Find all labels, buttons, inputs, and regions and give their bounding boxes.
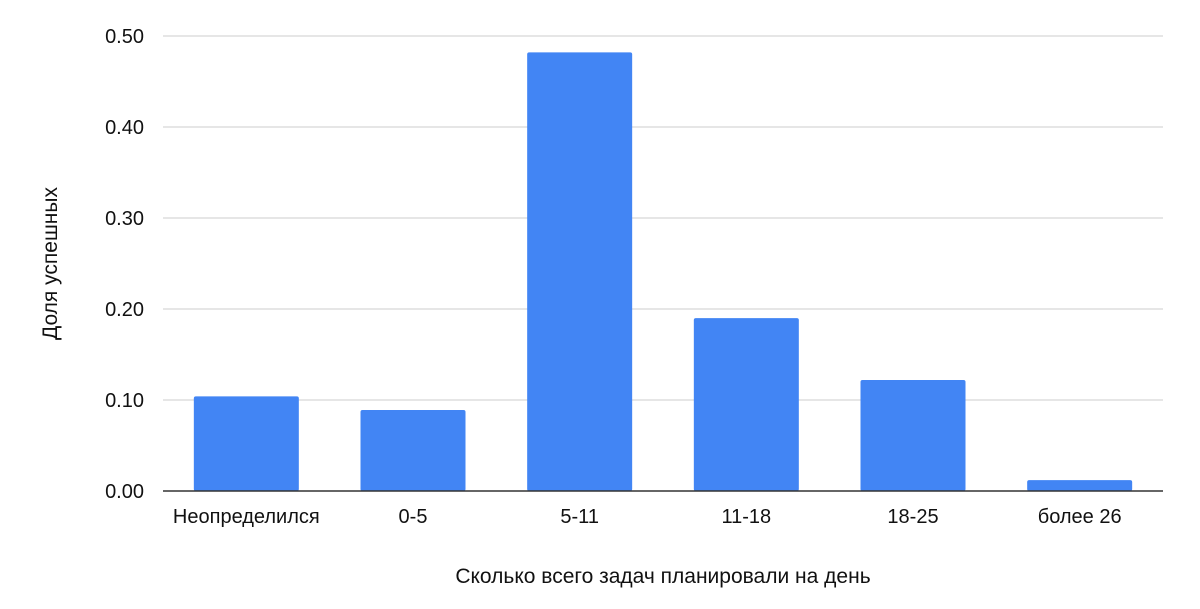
bar-4 (860, 379, 966, 491)
y-tick-label: 0.20 (105, 299, 144, 321)
y-axis-title: Доля успешных (39, 187, 62, 340)
y-tick-label: 0.00 (105, 481, 144, 503)
bar-3 (693, 318, 799, 491)
y-tick-label: 0.50 (105, 26, 144, 48)
gridlines (163, 35, 1163, 401)
y-tick-label: 0.40 (105, 117, 144, 139)
x-tick-label: 18-25 (887, 506, 938, 528)
bar-5 (1027, 480, 1133, 491)
x-tick-labels: Неопределился 0-5 5-11 11-18 18-25 более 26 (173, 506, 1122, 528)
bar-0 (193, 396, 299, 491)
x-axis-title: Сколько всего задач планировали на день (455, 565, 870, 588)
y-tick-label: 0.10 (105, 390, 144, 412)
x-tick-label: Неопределился (173, 506, 320, 528)
y-tick-labels: 0.00 0.10 0.20 0.30 0.40 0.50 (105, 26, 144, 503)
x-tick-label: 5-11 (560, 506, 599, 528)
bars (193, 52, 1133, 491)
y-tick-label: 0.30 (105, 208, 144, 230)
x-tick-label: 0-5 (399, 506, 428, 528)
bar-1 (360, 410, 466, 491)
bar-2 (527, 52, 633, 491)
x-tick-label: более 26 (1038, 506, 1122, 528)
x-tick-label: 11-18 (721, 506, 771, 528)
